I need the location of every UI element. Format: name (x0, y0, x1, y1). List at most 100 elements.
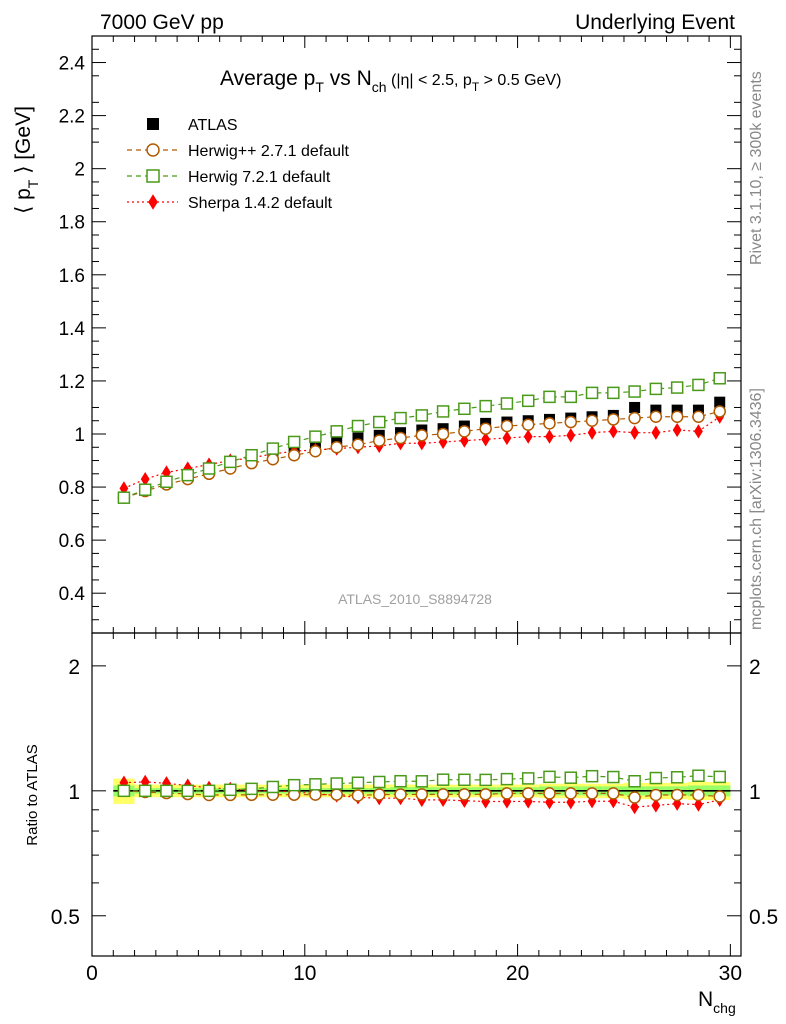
data-point (564, 771, 578, 784)
data-point (202, 462, 216, 475)
data-point (181, 784, 195, 798)
data-point (458, 773, 471, 787)
data-point (266, 442, 280, 455)
data-point (670, 771, 684, 784)
mcplots-label: mcplots.cern.ch [arXiv:1306.3436] (748, 388, 765, 630)
data-point (607, 770, 620, 784)
data-point (117, 784, 131, 798)
x-axis-label: Nchg (698, 988, 736, 1016)
data-point (479, 788, 492, 801)
data-point (502, 430, 512, 446)
data-point (351, 438, 365, 451)
data-point (500, 787, 514, 800)
data-point (500, 772, 514, 786)
data-point (351, 419, 365, 433)
data-point (671, 404, 683, 416)
data-point (543, 787, 556, 800)
ratio-tick-label: 2 (68, 656, 80, 679)
data-point (607, 413, 620, 426)
data-point (245, 782, 258, 796)
data-point (564, 415, 578, 429)
data-point (500, 419, 514, 433)
data-point (373, 415, 386, 429)
data-point (650, 404, 662, 416)
data-point (500, 397, 514, 410)
data-point (628, 411, 641, 425)
data-point (543, 770, 556, 784)
data-point (415, 788, 429, 801)
data-point (651, 425, 661, 440)
y-tick-label: 1.2 (59, 372, 85, 393)
data-point (394, 431, 407, 445)
data-point (394, 774, 407, 788)
data-point (649, 771, 663, 785)
x-tick-label: 20 (506, 962, 529, 985)
data-point (224, 455, 237, 469)
data-point (373, 434, 386, 447)
ratio-tick-label: 0.5 (51, 906, 80, 929)
x-tick-label: 30 (719, 962, 742, 985)
data-point (162, 465, 171, 480)
legend: ATLAS Herwig++ 2.7.1 default Herwig 7.2.1 … (127, 117, 350, 212)
legend-label: Herwig 7.2.1 default (188, 169, 331, 186)
data-point (713, 790, 726, 803)
ratio-frame (91, 632, 742, 957)
data-point (585, 787, 599, 800)
data-point (713, 405, 726, 418)
y-tick-label: 0.6 (59, 531, 85, 552)
data-point (373, 775, 386, 789)
data-point (458, 425, 471, 438)
data-point (521, 418, 535, 431)
data-point (587, 425, 597, 440)
y-tick-label: 2.2 (59, 107, 85, 128)
header-left: 7000 GeV pp (100, 11, 224, 34)
data-point (202, 784, 216, 798)
ratio-tick-label-right: 0.5 (749, 906, 778, 929)
ratio-tick-label-right: 1 (749, 781, 761, 804)
y-tick-label: 0.4 (59, 584, 86, 605)
data-point (692, 769, 705, 783)
data-point (181, 468, 195, 482)
data-point (394, 411, 407, 425)
data-point (415, 775, 429, 788)
data-point (670, 381, 684, 394)
x-tick-label: 0 (86, 962, 98, 985)
data-point (585, 769, 599, 783)
ratio-series-group (117, 769, 726, 815)
data-point (309, 430, 322, 443)
data-point (138, 483, 152, 496)
data-point (651, 798, 661, 813)
y-axis-label: ⟨ pT ⟩ [GeV] (12, 106, 41, 214)
axes-group: 0 10 20 30 0.4 0.6 0.8 1 1.2 1.4 1.6 1.8 2 2.2 2.4 0.5 0… (51, 35, 778, 985)
data-point (607, 386, 620, 400)
data-point (523, 429, 533, 444)
data-point (373, 788, 386, 801)
header-right: Underlying Event (575, 11, 735, 34)
data-point (672, 422, 682, 438)
data-point (479, 399, 492, 413)
ratio-tick-label: 1 (68, 781, 80, 804)
data-point (309, 444, 322, 458)
data-point (649, 788, 663, 802)
y-tick-label: 1.4 (59, 319, 86, 340)
data-point (415, 409, 429, 422)
data-point (692, 410, 705, 424)
data-point (436, 405, 450, 418)
data-point (351, 776, 365, 790)
legend-label: Sherpa 1.4.2 default (188, 195, 333, 212)
data-point (309, 778, 322, 791)
data-point (479, 773, 492, 787)
data-point (415, 429, 429, 442)
data-point (351, 789, 365, 802)
data-point (479, 422, 492, 435)
x-tick-label: 10 (293, 962, 316, 985)
legend-label: Herwig++ 2.7.1 default (188, 143, 350, 160)
data-point (692, 378, 705, 392)
data-point (608, 424, 618, 439)
y-tick-label: 0.8 (59, 478, 85, 499)
rivet-label: Rivet 3.1.10, ≥ 300k events (748, 71, 765, 265)
data-point (146, 143, 160, 157)
data-point (692, 404, 704, 416)
data-point (566, 428, 576, 443)
